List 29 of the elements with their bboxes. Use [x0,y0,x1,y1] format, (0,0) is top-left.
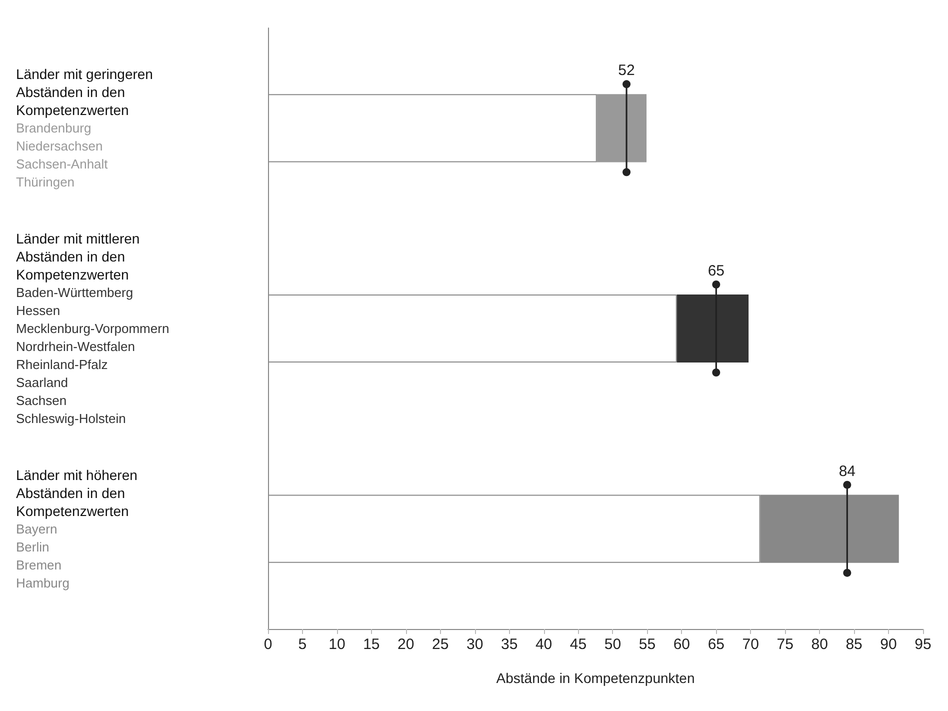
x-tick-label: 60 [673,636,690,653]
x-tick-label: 5 [298,636,307,653]
x-tick-label: 50 [604,636,622,653]
x-tick-label: 70 [742,636,759,653]
x-tick-label: 10 [328,636,346,653]
y-tick-label: Länder mit geringeren Abständen in den Kompetenzwerten Brandenburg Niedersachsen Sachsen-Anhalt Thüringen [16,66,153,190]
y-tick-label: Länder mit höheren Abständen in den Kompetenzwerten Bayern Berlin Bremen Hamburg [16,466,138,590]
data-label: 84 [838,462,856,480]
x-tick-label: 20 [398,636,414,653]
x-axis-title: Abstände in Kompetenzpunkten [496,670,695,686]
x-tick-label: 80 [811,636,828,653]
x-tick-label: 90 [880,636,897,653]
x-tick-label: 40 [535,636,552,653]
x-tick-label: 25 [432,636,449,653]
x-tick-label: 0 [264,636,272,653]
x-tick-label: 30 [466,636,484,653]
data-label: 52 [618,62,635,80]
x-tick-label: 35 [500,636,518,653]
bar [596,94,647,162]
bar [676,294,749,363]
x-tick-label: 65 [708,636,724,653]
category-label: Länder mit mittleren Abständen in den Kompetenzwerten Baden-Württemberg Hessen Mecklenburg-Vorpommern Nordrhein-Westfalen Rheinland-Pfalz Saarland Sachsen Schleswig-Holstein [16,230,170,426]
x-tick-label: 75 [776,636,794,653]
x-tick-label: 45 [570,636,587,653]
data-label: 65 [708,262,724,280]
x-tick-label: 15 [363,636,380,653]
x-tick-label: 85 [846,636,862,653]
x-tick-label: 95 [914,636,932,653]
x-tick-label: 55 [638,636,656,653]
